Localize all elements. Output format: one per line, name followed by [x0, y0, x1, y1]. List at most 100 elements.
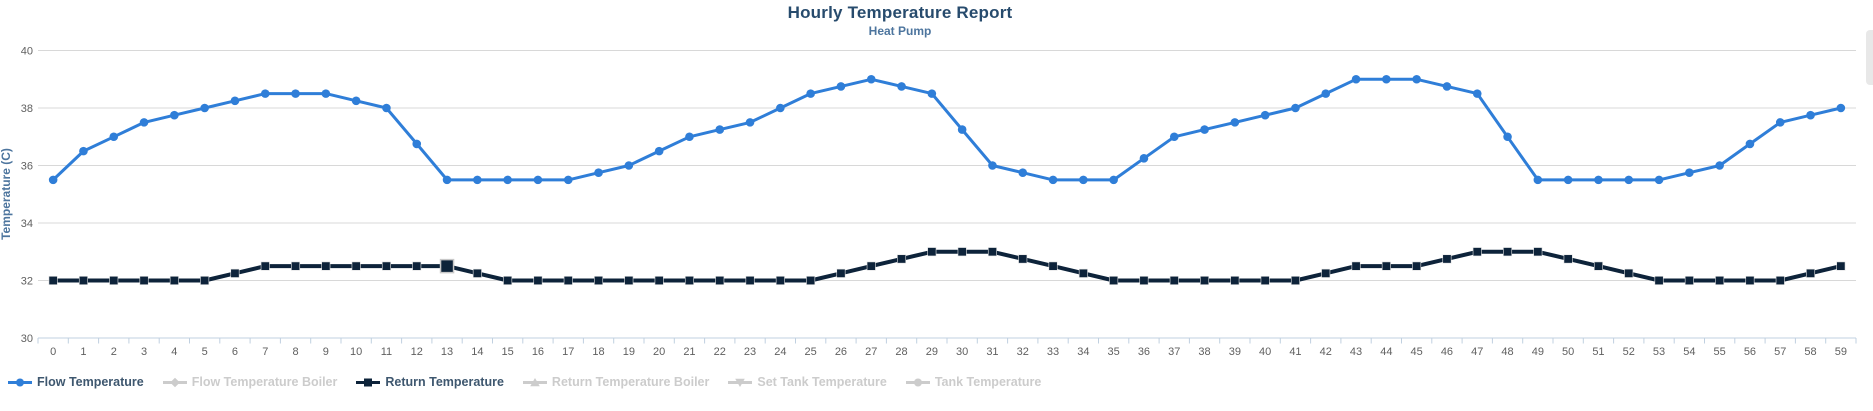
legend-circle	[913, 378, 922, 386]
return-temperature-point	[1109, 275, 1119, 285]
return-temperature-point	[563, 275, 573, 285]
flow-temperature-point	[79, 146, 88, 156]
flow-temperature-point	[230, 96, 240, 106]
x-tick-label: 50	[1562, 346, 1574, 358]
x-tick-label: 22	[714, 346, 726, 358]
return-temperature-point	[1593, 261, 1603, 271]
flow-temperature-point	[806, 89, 815, 98]
flow-temperature-point	[1109, 175, 1118, 185]
legend-item-return-temperature[interactable]: Return Temperature	[356, 375, 504, 389]
x-tick-label: 45	[1411, 346, 1423, 358]
return-temperature-point	[1169, 275, 1179, 285]
flow-temperature-point	[1230, 118, 1240, 127]
flow-temperature-point	[624, 161, 634, 170]
return-temperature-point	[200, 275, 210, 285]
legend-item-return-temperature-boiler[interactable]: Return Temperature Boiler	[522, 375, 709, 389]
legend-label-tank-temperature: Tank Temperature	[934, 375, 1042, 389]
x-tick-label: 41	[1289, 346, 1301, 358]
flow-temperature-point	[715, 125, 725, 134]
y-tick-label: 32	[21, 276, 33, 288]
return-temperature-point	[1048, 261, 1058, 271]
flow-temperature-point	[1594, 175, 1603, 185]
x-tick-label: 6	[232, 346, 238, 358]
x-tick-label: 57	[1774, 346, 1786, 358]
flow-temperature-point	[412, 139, 422, 149]
return-temperature-point	[1351, 261, 1361, 271]
flow-temperature-point	[109, 132, 119, 142]
return-temperature-point	[1745, 275, 1755, 285]
legend-label-set-tank-temperature: Set Tank Temperature	[757, 375, 887, 389]
x-tick-label: 15	[502, 346, 514, 358]
x-tick-label: 30	[956, 346, 968, 358]
x-tick-label: 9	[323, 346, 329, 358]
return-temperature-point	[1260, 275, 1270, 285]
flow-temperature-point	[988, 161, 997, 170]
flow-temperature-point	[291, 89, 300, 98]
x-tick-label: 27	[865, 346, 877, 358]
return-temperature-point	[1139, 275, 1149, 285]
flow-temperature-point	[1048, 175, 1058, 185]
return-temperature-point	[291, 261, 301, 271]
x-tick-label: 28	[895, 346, 907, 358]
y-tick-label: 30	[21, 333, 33, 345]
legend-circle	[16, 378, 24, 386]
x-tick-label: 16	[532, 346, 544, 358]
flow-temperature-point	[200, 103, 209, 113]
return-temperature-point	[1836, 261, 1846, 271]
legend-label-flow-temperature-boiler: Flow Temperature Boiler	[191, 375, 338, 389]
return-temperature-point	[48, 275, 58, 285]
return-temperature-point	[1200, 275, 1210, 285]
flow-temperature-point	[1412, 74, 1421, 84]
flow-temperature-point	[563, 175, 573, 185]
legend-item-flow-temperature[interactable]: Flow Temperature	[8, 375, 144, 389]
x-tick-label: 31	[986, 346, 998, 358]
return-temperature-series	[48, 247, 1846, 285]
return-temperature-point	[78, 275, 88, 285]
legend-square	[364, 378, 373, 386]
return-temperature-point	[1654, 275, 1664, 285]
flow-temperature-point	[897, 82, 906, 91]
return-temperature-point	[1472, 247, 1482, 257]
x-tick-label: 25	[805, 346, 817, 358]
scrollbar-thumb[interactable]	[1866, 30, 1873, 85]
return-temperature-point	[1381, 261, 1391, 271]
x-tick-label: 56	[1744, 346, 1756, 358]
return-temperature-point	[472, 268, 482, 278]
return-temperature-point	[1503, 247, 1513, 257]
return-temperature-point	[139, 275, 149, 285]
x-tick-label: 38	[1198, 346, 1210, 358]
x-tick-label: 46	[1441, 346, 1453, 358]
return-temperature-point	[1290, 275, 1300, 285]
x-tick-label: 34	[1077, 346, 1089, 358]
x-tick-label: 36	[1138, 346, 1150, 358]
flow-temperature-point	[1260, 110, 1270, 120]
x-tick-label: 4	[171, 346, 177, 358]
return-temperature-point	[533, 275, 543, 285]
chart-subtitle: Heat Pump	[868, 24, 932, 38]
legend-diamond	[169, 377, 180, 387]
x-tick-label: 47	[1471, 346, 1483, 358]
flow-temperature-series	[48, 74, 1846, 185]
x-tick-label: 44	[1380, 346, 1392, 358]
flow-temperature-point	[1351, 74, 1361, 84]
x-tick-label: 51	[1592, 346, 1604, 358]
flow-temperature-point	[321, 89, 331, 98]
flow-temperature-point	[836, 82, 846, 91]
legend-item-set-tank-temperature[interactable]: Set Tank Temperature	[728, 375, 887, 389]
return-temperature-point	[1078, 268, 1088, 278]
y-tick-labels: 30 32 34 36 38 40	[21, 46, 33, 346]
x-tick-label: 13	[441, 346, 453, 358]
x-tick-label: 11	[381, 346, 392, 358]
x-tick-label: 14	[471, 346, 483, 358]
y-tick-label: 36	[21, 161, 33, 173]
flow-temperature-point	[1321, 89, 1331, 98]
flow-temperature-point	[533, 175, 543, 185]
x-tick-label: 39	[1229, 346, 1241, 358]
return-temperature-point	[1533, 247, 1543, 257]
flow-temperature-point	[1563, 175, 1573, 185]
x-tick-label: 10	[350, 346, 362, 358]
legend-item-tank-temperature[interactable]: Tank Temperature	[905, 375, 1042, 389]
legend-item-flow-temperature-boiler[interactable]: Flow Temperature Boiler	[162, 375, 338, 389]
return-temperature-point	[836, 268, 846, 278]
